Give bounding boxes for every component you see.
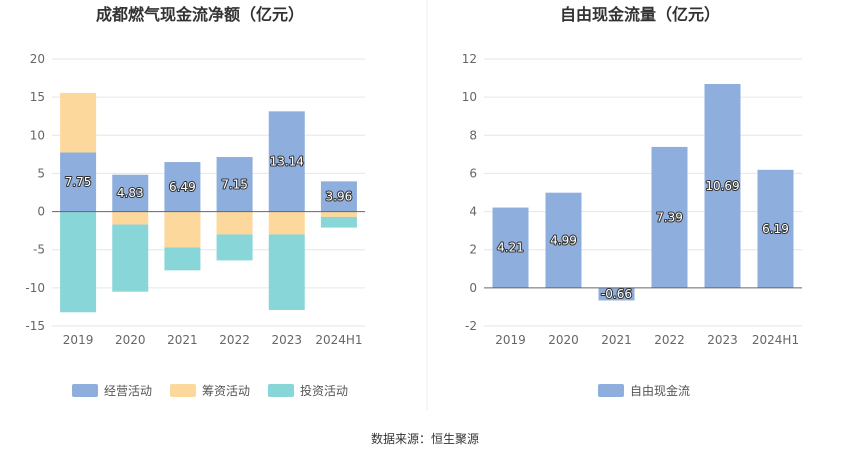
bar-经营活动-2023 bbox=[268, 111, 305, 212]
legend-swatch bbox=[72, 384, 98, 397]
y-tick-label: -15 bbox=[25, 319, 45, 333]
data-label: 10.69 bbox=[705, 179, 739, 193]
y-tick-label: 8 bbox=[469, 128, 477, 142]
y-tick-label: 12 bbox=[462, 52, 477, 66]
x-tick-label: 2022 bbox=[654, 333, 685, 347]
y-tick-label: -5 bbox=[33, 243, 45, 257]
y-tick-label: 4 bbox=[469, 205, 477, 219]
bar-自由现金流-2023 bbox=[704, 83, 741, 288]
x-tick-label: 2024H1 bbox=[752, 333, 799, 347]
x-tick-label: 2024H1 bbox=[315, 333, 362, 347]
bar-投资活动-2021 bbox=[164, 247, 201, 271]
source-note: 数据来源：恒生聚源 bbox=[371, 431, 479, 446]
data-label: 4.83 bbox=[117, 186, 144, 200]
bar-投资活动-2024H1 bbox=[320, 216, 357, 228]
legend-swatch bbox=[170, 384, 196, 397]
free-cashflow-chart: -2 0 2 4 6 8 10 12 4.21 4.99 -0.66 7.39 10.69 6.19 201… bbox=[462, 52, 802, 398]
bar-经营活动-2019 bbox=[60, 152, 97, 212]
bar-经营活动-2022 bbox=[216, 157, 253, 212]
x-tick-label: 2019 bbox=[495, 333, 526, 347]
x-tick-label: 2020 bbox=[548, 333, 579, 347]
data-label: 4.99 bbox=[550, 233, 577, 247]
bar-自由现金流-2020 bbox=[545, 192, 582, 288]
bar-筹资活动-2020 bbox=[112, 211, 149, 225]
data-label: 7.39 bbox=[656, 210, 683, 224]
y-tick-label: -2 bbox=[465, 319, 477, 333]
bar-投资活动-2020 bbox=[112, 224, 149, 292]
bar-筹资活动-2019 bbox=[60, 92, 97, 153]
legend-label[interactable]: 自由现金流 bbox=[630, 383, 690, 398]
y-tick-label: 10 bbox=[462, 90, 477, 104]
bar-自由现金流-2022 bbox=[651, 146, 688, 288]
bar-投资活动-2023 bbox=[268, 234, 305, 310]
x-tick-label: 2023 bbox=[707, 333, 738, 347]
data-label: 6.19 bbox=[762, 222, 789, 236]
y-tick-label: 10 bbox=[30, 128, 45, 142]
data-label: 13.14 bbox=[270, 154, 304, 168]
y-tick-label: 15 bbox=[30, 90, 45, 104]
bar-投资活动-2019 bbox=[60, 211, 97, 313]
y-tick-label: 0 bbox=[469, 281, 477, 295]
data-label: 4.21 bbox=[497, 241, 524, 255]
data-label: 3.96 bbox=[326, 189, 353, 203]
chart-title-left: 成都燃气现金流净额（亿元） bbox=[96, 5, 304, 24]
bar-筹资活动-2022 bbox=[216, 211, 253, 235]
bar-经营活动-2020 bbox=[112, 174, 149, 212]
legend-swatch bbox=[598, 384, 624, 397]
data-label: -0.66 bbox=[601, 287, 632, 301]
legend-label[interactable]: 筹资活动 bbox=[202, 384, 250, 398]
y-tick-label: 6 bbox=[469, 166, 477, 180]
x-tick-label: 2021 bbox=[167, 333, 198, 347]
bar-自由现金流-2021 bbox=[598, 287, 635, 301]
bar-筹资活动-2021 bbox=[164, 211, 201, 248]
bar-筹资活动-2023 bbox=[268, 211, 305, 235]
data-label: 7.15 bbox=[221, 177, 248, 191]
y-tick-label: 0 bbox=[37, 205, 45, 219]
bar-经营活动-2021 bbox=[164, 162, 201, 212]
x-tick-label: 2020 bbox=[115, 333, 146, 347]
legend-swatch bbox=[268, 384, 294, 397]
data-label: 6.49 bbox=[169, 180, 196, 194]
bar-经营活动-2024H1 bbox=[320, 181, 357, 212]
chart-title-right: 自由现金流量（亿元） bbox=[560, 5, 720, 24]
x-tick-label: 2023 bbox=[271, 333, 302, 347]
bar-投资活动-2022 bbox=[216, 234, 253, 261]
legend-label[interactable]: 经营活动 bbox=[104, 384, 152, 398]
x-tick-label: 2019 bbox=[63, 333, 94, 347]
data-label: 7.75 bbox=[65, 175, 92, 189]
bar-筹资活动-2024H1 bbox=[320, 211, 357, 217]
x-tick-label: 2022 bbox=[219, 333, 250, 347]
y-tick-label: 5 bbox=[37, 166, 45, 180]
x-tick-label: 2021 bbox=[601, 333, 632, 347]
y-tick-label: 2 bbox=[469, 243, 477, 257]
y-tick-label: -10 bbox=[25, 281, 45, 295]
legend-label[interactable]: 投资活动 bbox=[300, 383, 348, 398]
y-tick-label: 20 bbox=[30, 52, 45, 66]
cashflow-chart: -15 -10 -5 0 5 10 15 20 7.75 4.83 6.49 7.15 13.14 3.9… bbox=[25, 52, 365, 398]
bar-自由现金流-2019 bbox=[492, 207, 529, 288]
bar-自由现金流-2024H1 bbox=[757, 169, 794, 288]
